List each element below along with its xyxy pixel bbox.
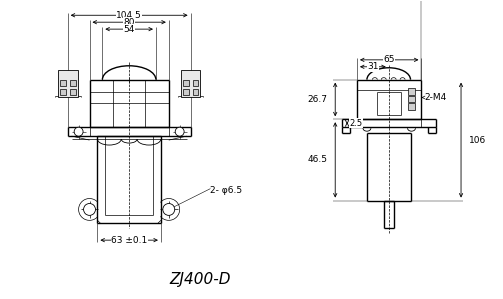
Bar	[407, 103, 415, 110]
Bar	[193, 89, 199, 94]
Circle shape	[163, 204, 175, 215]
Bar	[193, 80, 199, 86]
Bar	[60, 80, 66, 86]
Bar	[407, 95, 415, 103]
Bar	[181, 70, 201, 97]
Text: 63 ±0.1: 63 ±0.1	[111, 236, 147, 245]
Bar	[407, 88, 415, 94]
Text: 54: 54	[123, 25, 135, 33]
Text: 26.7: 26.7	[307, 95, 327, 104]
Bar	[70, 80, 75, 86]
Circle shape	[74, 127, 83, 136]
Text: 46.5: 46.5	[307, 155, 327, 164]
Bar	[183, 80, 189, 86]
Circle shape	[83, 204, 96, 215]
Text: 2-M4: 2-M4	[425, 93, 447, 102]
Text: 65: 65	[383, 55, 394, 64]
Bar	[60, 89, 66, 94]
Bar	[183, 89, 189, 94]
Circle shape	[175, 127, 184, 136]
Text: 2- φ6.5: 2- φ6.5	[210, 186, 242, 195]
Text: 31: 31	[367, 62, 379, 71]
Text: 2.5: 2.5	[349, 119, 362, 128]
Text: 104.5: 104.5	[116, 11, 142, 20]
Text: ZJ400-D: ZJ400-D	[170, 272, 231, 287]
Text: 80: 80	[123, 18, 135, 27]
Bar	[70, 89, 75, 94]
Text: 106: 106	[469, 135, 486, 145]
Bar	[58, 70, 77, 97]
